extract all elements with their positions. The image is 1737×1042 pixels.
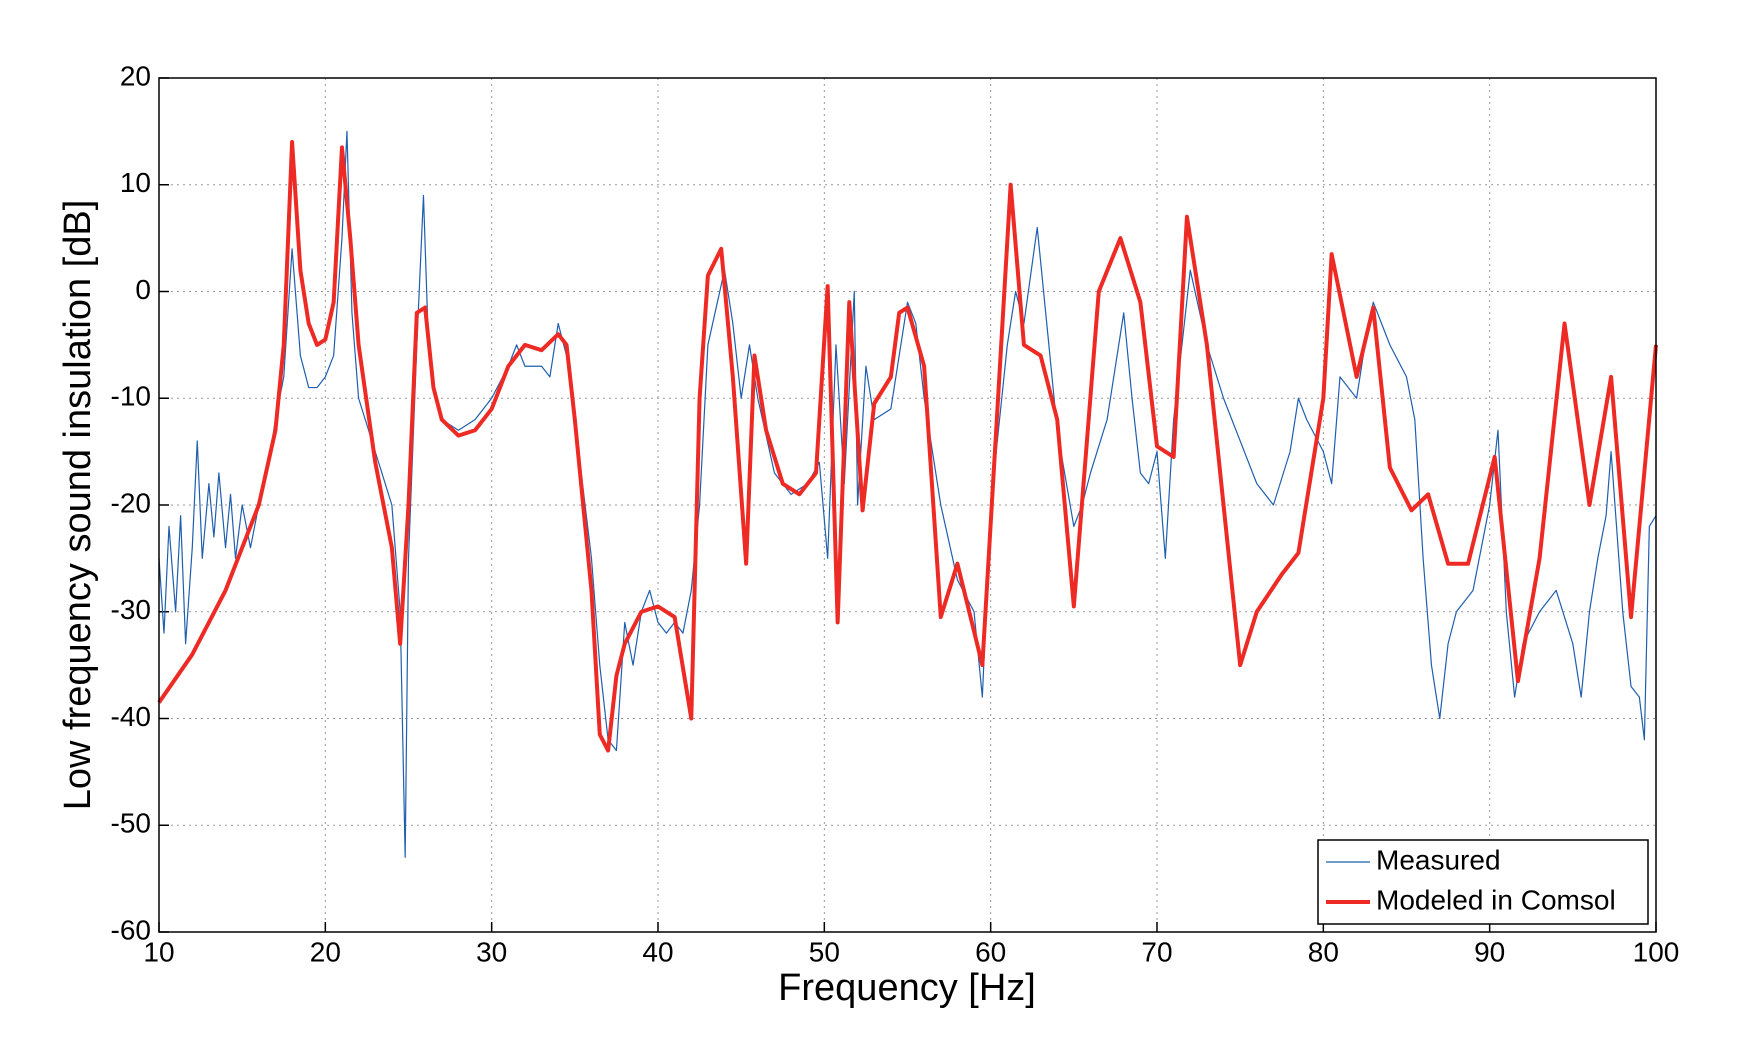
legend-label: Measured <box>1376 844 1501 875</box>
y-tick-label: -50 <box>111 808 151 839</box>
x-tick-label: 70 <box>1141 936 1172 967</box>
y-tick-label: -60 <box>111 914 151 945</box>
x-tick-label: 80 <box>1308 936 1339 967</box>
y-tick-label: -30 <box>111 594 151 625</box>
x-tick-label: 60 <box>975 936 1006 967</box>
axes-frame <box>158 77 1657 933</box>
x-tick-label: 50 <box>809 936 840 967</box>
x-tick-label: 30 <box>476 936 507 967</box>
series-line <box>158 130 1657 858</box>
y-tick-label: 20 <box>120 60 151 91</box>
plot-area <box>157 130 1658 858</box>
x-tick-label: 10 <box>143 936 174 967</box>
x-axis-label: Frequency [Hz] <box>778 967 1036 1009</box>
legend-box <box>1317 839 1649 925</box>
x-tick-label: 90 <box>1474 936 1505 967</box>
x-tick-label: 100 <box>1633 936 1680 967</box>
y-axis-label: Low frequency sound insulation [dB] <box>57 200 99 811</box>
x-tick-label: 40 <box>642 936 673 967</box>
y-tick-label: -40 <box>111 701 151 732</box>
y-tick-label: 10 <box>120 167 151 198</box>
x-tick-label: 20 <box>310 936 341 967</box>
y-tick-label: -10 <box>111 381 151 412</box>
y-tick-label: -20 <box>111 487 151 518</box>
y-tick-label: 0 <box>135 274 151 305</box>
series-line <box>157 140 1658 753</box>
legend: Measured Modeled in Comsol <box>1317 839 1649 925</box>
legend-label: Modeled in Comsol <box>1376 884 1616 915</box>
